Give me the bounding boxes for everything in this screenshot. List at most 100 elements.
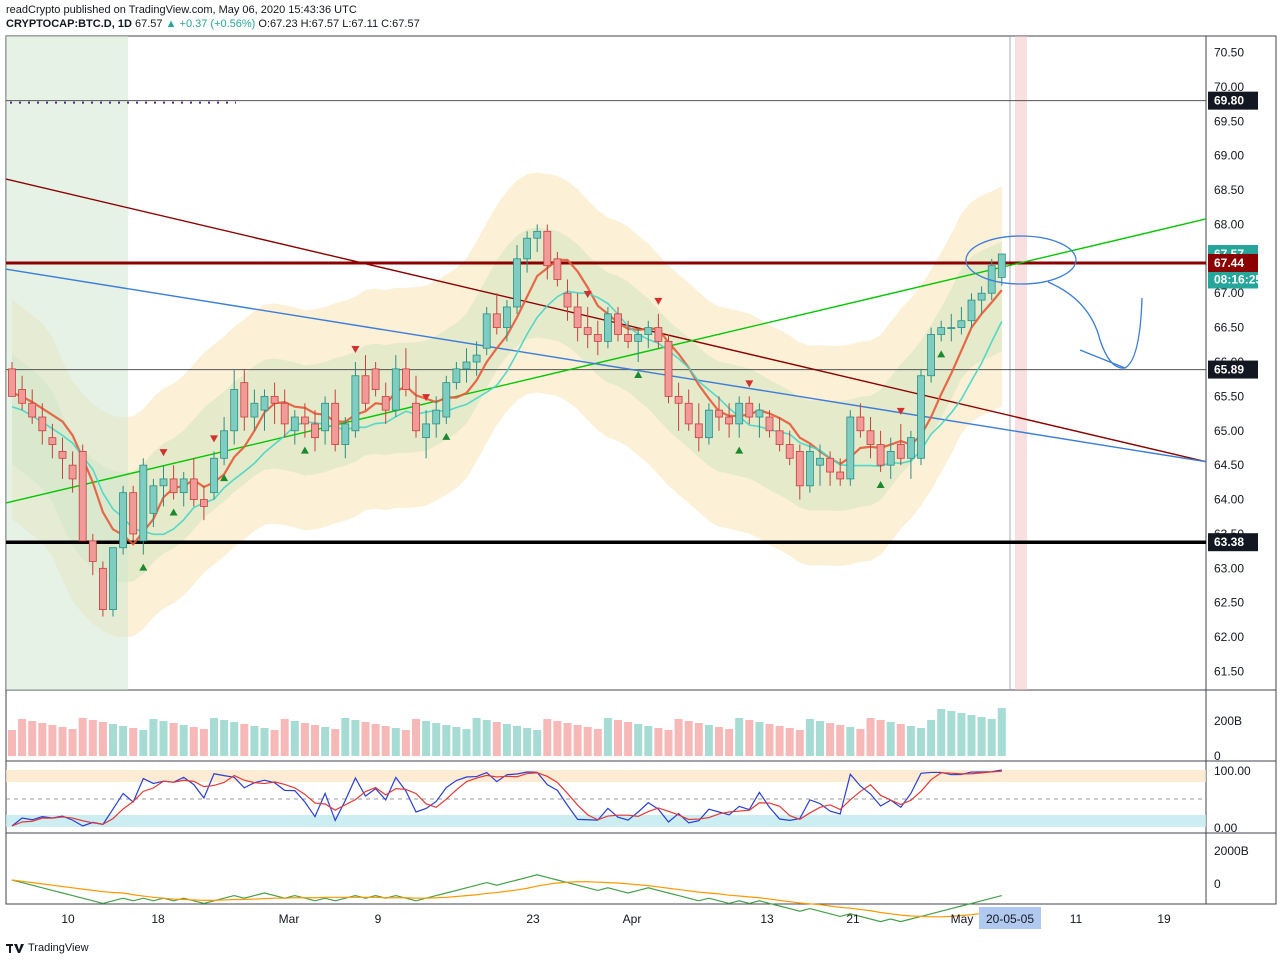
candle-body	[169, 478, 178, 494]
candle-body	[917, 375, 925, 459]
buy-signal-icon	[300, 446, 309, 454]
volume-bar	[785, 728, 794, 756]
sell-signal-icon	[210, 435, 218, 443]
price-tick-label: 61.50	[1214, 665, 1244, 679]
candle-body	[270, 395, 279, 404]
candle-body	[371, 368, 380, 390]
candle-body	[361, 375, 370, 404]
volume-bar	[775, 726, 784, 756]
price-tag-label: 63.38	[1214, 535, 1244, 549]
buy-signal-icon	[735, 446, 744, 454]
ma-cyan-line	[11, 290, 1003, 536]
stoch-tick-label: 100.00	[1214, 764, 1251, 778]
symbol-name: CRYPTOCAP:BTC.D, 1D	[6, 18, 132, 30]
candle-body	[533, 230, 542, 239]
volume-bar	[68, 729, 77, 756]
candle-body	[775, 430, 784, 445]
volume-bar	[573, 725, 582, 756]
candle-body	[422, 423, 431, 439]
volume-bar	[917, 728, 925, 756]
candle-body	[593, 334, 602, 342]
candle-body	[846, 416, 855, 480]
candle-body	[220, 430, 229, 459]
candle-body	[250, 402, 259, 418]
volume-bar	[129, 728, 138, 756]
time-tick-label: May	[951, 912, 974, 926]
candle-body	[149, 485, 158, 514]
sell-signal-icon	[896, 407, 905, 415]
time-tick-label: 21	[846, 912, 860, 926]
volume-bar	[523, 728, 532, 756]
volume-bar	[109, 724, 117, 756]
candle-body	[240, 382, 249, 418]
user-drawings	[965, 235, 1143, 369]
annotation-arrow	[1079, 349, 1126, 369]
cursor-date-tag	[979, 907, 1041, 929]
price-tag-bg	[1208, 533, 1258, 552]
candle-body	[937, 327, 946, 335]
horizontal-levels	[6, 100, 1206, 544]
volume-bar	[401, 730, 410, 756]
candle-body	[816, 457, 824, 466]
candle-body	[492, 313, 501, 329]
volume-bar	[593, 729, 602, 756]
candle-body	[634, 334, 643, 342]
up-arrow-icon: ▲	[165, 18, 177, 30]
volume-bar	[896, 724, 905, 756]
price-tick-label: 70.50	[1214, 46, 1244, 60]
volume-bar	[38, 723, 47, 756]
candle-body	[513, 258, 521, 308]
candle-body	[826, 457, 834, 473]
candle-body	[967, 299, 976, 322]
volume-bar	[199, 729, 208, 756]
candle-body	[674, 395, 683, 404]
price-tag-label: 65.89	[1214, 363, 1244, 377]
price-tick-label: 64.00	[1214, 493, 1244, 507]
obv-tick-label: 2000B	[1214, 844, 1249, 858]
candle-body	[311, 423, 319, 439]
bollinger-cloud	[12, 172, 1002, 638]
candle-body	[432, 409, 441, 425]
candle-body	[745, 402, 754, 418]
candle-body	[502, 306, 511, 329]
price-tick-label: 62.50	[1214, 596, 1244, 610]
price-tag-label: 08:16:25	[1214, 272, 1262, 286]
volume-bar	[18, 719, 27, 756]
volume-bar	[735, 718, 744, 756]
sell-signal-icon	[351, 346, 360, 353]
volume-bar	[644, 726, 653, 756]
sell-signal-icon	[159, 449, 168, 457]
volume-bar	[8, 730, 16, 756]
volume-bar	[412, 719, 420, 756]
volume-bar	[583, 727, 592, 756]
candle-body	[129, 492, 138, 535]
price-tick-label: 70.00	[1214, 80, 1244, 94]
volume-bar	[826, 723, 835, 756]
obv-ma-line	[11, 879, 1002, 918]
candle-body	[99, 567, 107, 610]
volume-bar	[947, 711, 956, 756]
footer: TradingView	[6, 942, 89, 954]
volume-bar	[664, 730, 673, 756]
sell-signal-icon	[654, 297, 663, 305]
candle-body	[765, 416, 774, 432]
price-tag-label: 69.80	[1214, 94, 1244, 108]
candle-body	[462, 361, 471, 370]
volume-bar	[321, 727, 330, 756]
time-tick-label: 13	[760, 912, 774, 926]
cursor-date-label: 20-05-05	[986, 912, 1034, 926]
buy-signal-icon	[442, 432, 451, 440]
candle-body	[58, 451, 67, 459]
buy-signal-icon	[139, 563, 148, 571]
candle-body	[290, 416, 299, 432]
time-tick-label: 11	[1070, 912, 1083, 926]
volume-bar	[836, 725, 845, 756]
volume-bar	[442, 725, 451, 756]
volume-bar	[624, 722, 633, 756]
buy-signal-icon	[220, 474, 229, 482]
volume-pane: 200B 0	[8, 708, 1242, 763]
candle-body	[300, 416, 309, 425]
volume-bar	[210, 718, 218, 756]
candle-body	[8, 368, 16, 397]
